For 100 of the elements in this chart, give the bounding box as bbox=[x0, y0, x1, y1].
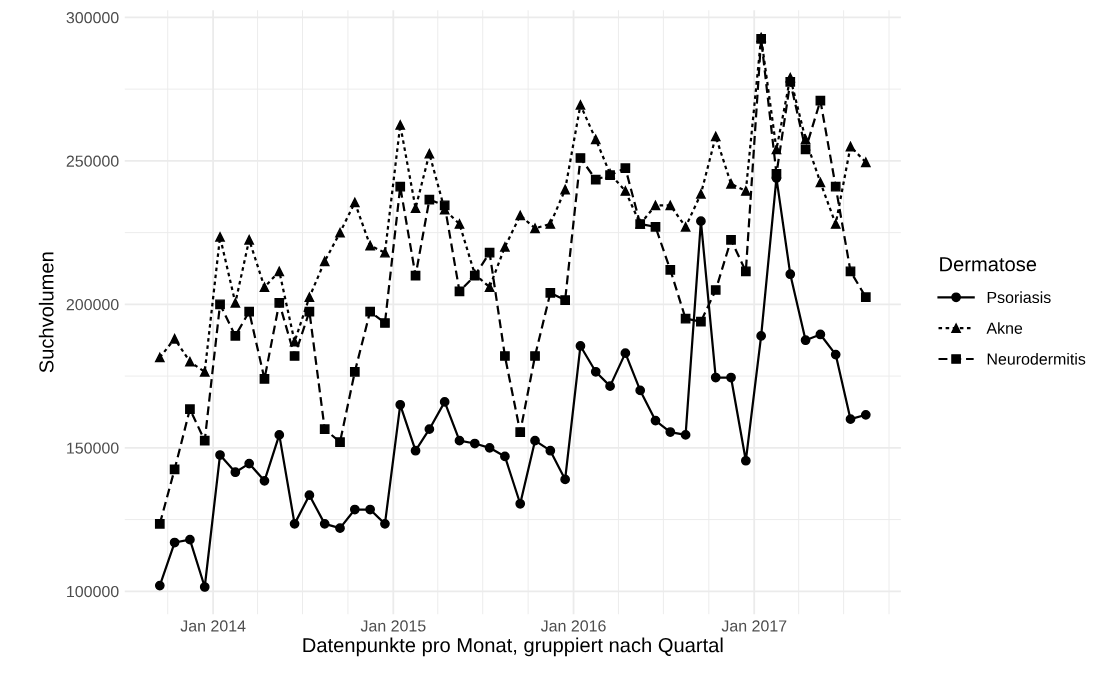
point bbox=[590, 174, 601, 185]
point bbox=[500, 451, 510, 462]
point bbox=[365, 504, 375, 515]
point bbox=[860, 157, 871, 168]
point bbox=[154, 519, 165, 529]
point bbox=[169, 333, 180, 344]
point bbox=[335, 523, 345, 534]
point bbox=[199, 582, 210, 592]
point bbox=[244, 234, 255, 245]
point bbox=[560, 474, 571, 485]
point bbox=[530, 351, 540, 361]
point bbox=[545, 288, 556, 298]
point bbox=[395, 399, 406, 410]
point bbox=[274, 430, 285, 440]
point bbox=[756, 331, 767, 341]
point bbox=[545, 445, 556, 456]
point bbox=[215, 232, 225, 242]
point bbox=[830, 181, 841, 192]
point bbox=[410, 445, 421, 456]
x-axis-title: Datenpunkte pro Monat, gruppiert nach Quartal bbox=[303, 637, 723, 657]
point bbox=[439, 200, 450, 211]
point bbox=[244, 306, 255, 317]
y-axis-title: Suchvolumen bbox=[38, 252, 54, 373]
point bbox=[469, 438, 480, 449]
point bbox=[726, 234, 736, 245]
point bbox=[304, 490, 315, 501]
point bbox=[575, 153, 586, 163]
point bbox=[230, 467, 241, 478]
point bbox=[815, 177, 826, 188]
point bbox=[650, 200, 661, 211]
point bbox=[185, 356, 195, 367]
point bbox=[785, 77, 796, 87]
point bbox=[169, 537, 180, 548]
point bbox=[740, 455, 751, 466]
point bbox=[635, 385, 646, 396]
point bbox=[515, 498, 526, 509]
legend-label: Neurodermitis bbox=[987, 353, 1086, 365]
point bbox=[274, 298, 285, 308]
point bbox=[439, 397, 450, 407]
point bbox=[665, 265, 676, 275]
point bbox=[454, 435, 465, 446]
point bbox=[515, 210, 526, 221]
point bbox=[484, 442, 495, 453]
point bbox=[530, 223, 540, 234]
point bbox=[365, 240, 375, 251]
point bbox=[349, 366, 360, 377]
point bbox=[319, 519, 330, 529]
point bbox=[289, 351, 300, 361]
point bbox=[154, 580, 165, 591]
point bbox=[454, 219, 465, 229]
y-tick-label: 200000 bbox=[66, 298, 119, 311]
point bbox=[335, 227, 345, 238]
point bbox=[259, 374, 270, 384]
point bbox=[199, 366, 210, 377]
point bbox=[154, 352, 165, 363]
point bbox=[590, 366, 601, 377]
point bbox=[545, 219, 556, 229]
point bbox=[710, 372, 721, 383]
y-tick-label: 150000 bbox=[67, 442, 119, 454]
point bbox=[319, 256, 330, 267]
point bbox=[860, 409, 871, 420]
point bbox=[410, 203, 421, 214]
legend-title: Dermatose bbox=[940, 257, 1037, 272]
point bbox=[259, 282, 270, 292]
point bbox=[380, 519, 390, 529]
point bbox=[395, 120, 406, 130]
point bbox=[620, 163, 631, 173]
point bbox=[484, 247, 495, 258]
point bbox=[740, 186, 751, 196]
point bbox=[830, 349, 841, 360]
point bbox=[230, 331, 241, 341]
point bbox=[845, 141, 856, 152]
point bbox=[215, 450, 225, 460]
point bbox=[424, 424, 435, 435]
y-tick-label: 100000 bbox=[67, 585, 119, 598]
point bbox=[515, 427, 526, 437]
point bbox=[304, 292, 315, 303]
point bbox=[800, 134, 811, 145]
point bbox=[696, 316, 706, 327]
point bbox=[740, 266, 751, 277]
point bbox=[185, 534, 195, 545]
point bbox=[620, 348, 631, 358]
point bbox=[845, 266, 856, 277]
point bbox=[395, 181, 406, 192]
point bbox=[830, 219, 841, 229]
point bbox=[244, 458, 255, 469]
point bbox=[424, 148, 435, 159]
x-tick-label: Jan 2015 bbox=[360, 620, 426, 632]
point bbox=[484, 282, 495, 292]
point bbox=[680, 313, 691, 324]
point bbox=[349, 197, 360, 208]
point bbox=[710, 131, 721, 142]
y-tick-label: 250000 bbox=[66, 155, 119, 167]
point bbox=[289, 519, 300, 529]
point bbox=[860, 292, 871, 303]
point bbox=[665, 200, 676, 211]
point bbox=[365, 306, 375, 317]
point bbox=[726, 178, 736, 189]
point bbox=[215, 299, 225, 310]
point bbox=[349, 504, 360, 515]
